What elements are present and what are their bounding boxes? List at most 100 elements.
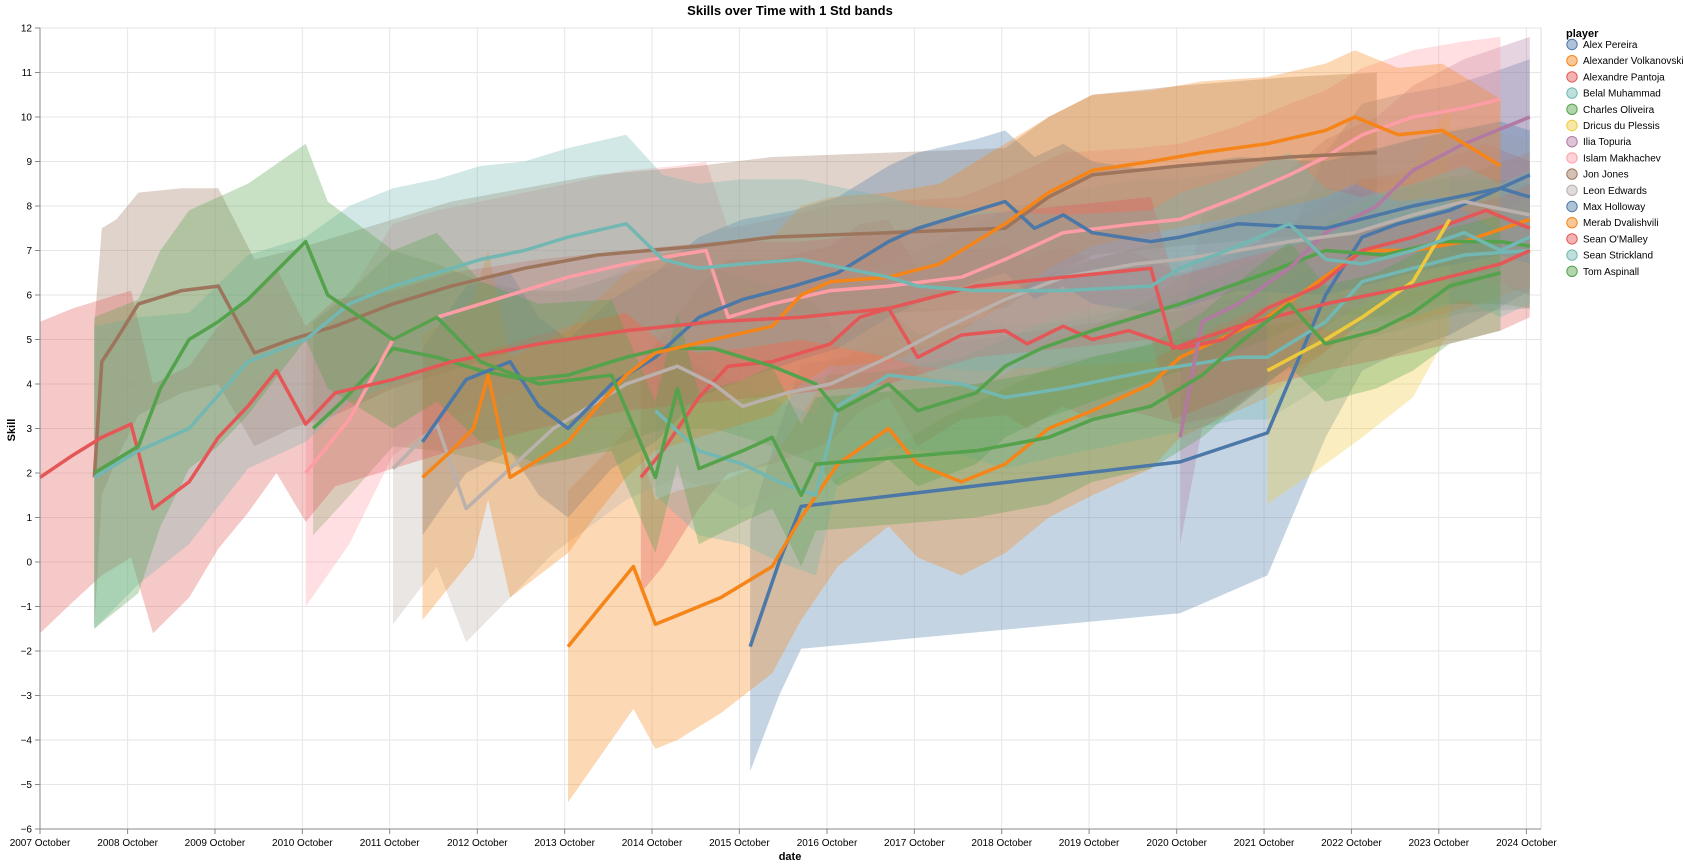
y-tick-label: 8 xyxy=(26,202,32,213)
y-tick-label: −4 xyxy=(21,736,33,747)
y-tick-label: 6 xyxy=(26,291,32,302)
legend-label: Islam Makhachev xyxy=(1583,153,1661,164)
x-tick-label: 2021 October xyxy=(1234,838,1295,849)
legend-label: Belal Muhammad xyxy=(1583,89,1661,100)
legend-item: Alexander Volkanovski xyxy=(1566,55,1683,67)
std-band xyxy=(305,36,1501,607)
x-axis-title: date xyxy=(779,851,802,863)
legend-symbol xyxy=(1566,119,1578,132)
legend-label: Max Holloway xyxy=(1583,202,1645,213)
x-tick-label: 2009 October xyxy=(185,838,246,849)
y-axis-title: Skill xyxy=(6,419,18,442)
std-band xyxy=(422,50,1501,620)
x-tick-label: 2008 October xyxy=(97,838,158,849)
legend-item: Belal Muhammad xyxy=(1566,87,1661,100)
y-tick-label: 3 xyxy=(26,424,32,435)
legend-label: Dricus du Plessis xyxy=(1583,121,1660,132)
legend-symbol xyxy=(1566,38,1578,51)
y-tick-label: −2 xyxy=(21,647,33,658)
legend-item: Max Holloway xyxy=(1566,200,1645,213)
x-tick-label: 2019 October xyxy=(1059,838,1120,849)
legend-label: Sean O'Malley xyxy=(1583,234,1648,245)
series-line xyxy=(92,150,1377,478)
legend-symbol xyxy=(1566,71,1578,83)
legend-symbol xyxy=(1566,200,1578,213)
x-tick-label: 2010 October xyxy=(272,838,333,849)
legend-symbol xyxy=(1566,136,1578,148)
y-tick-label: 4 xyxy=(26,380,32,391)
legend-symbol xyxy=(1566,152,1578,164)
series-line xyxy=(93,222,1531,479)
legend-label: Alex Pereira xyxy=(1583,40,1638,51)
x-tick-label: 2014 October xyxy=(622,838,683,849)
y-tick-label: 2 xyxy=(26,469,32,480)
x-tick-label: 2023 October xyxy=(1408,838,1469,849)
x-tick-label: 2011 October xyxy=(360,838,421,849)
legend-symbol xyxy=(1566,55,1578,67)
x-tick-label: 2007 October xyxy=(10,838,71,849)
legend-symbol xyxy=(1566,265,1578,277)
legend-symbol xyxy=(1566,184,1578,197)
y-tick-label: 1 xyxy=(26,513,32,524)
series-line xyxy=(39,248,1531,511)
series-line xyxy=(654,248,1530,498)
legend-title: player xyxy=(1566,28,1599,40)
legend-label: Ilia Topuria xyxy=(1583,137,1632,148)
legend-symbol xyxy=(1566,249,1578,261)
std-band xyxy=(94,134,1530,629)
legend-item: Alex Pereira xyxy=(1566,38,1638,51)
y-tick-label: 7 xyxy=(26,246,32,257)
legend-label: Tom Aspinall xyxy=(1583,267,1639,278)
series-line xyxy=(93,239,1501,498)
x-tick-label: 2024 October xyxy=(1496,838,1557,849)
legend-item: Dricus du Plessis xyxy=(1566,119,1660,132)
legend-item: Sean Strickland xyxy=(1566,249,1653,262)
y-tick-label: 11 xyxy=(22,68,33,79)
legend-label: Sean Strickland xyxy=(1583,251,1653,262)
series-line xyxy=(391,199,1531,511)
y-tick-label: −1 xyxy=(21,602,33,613)
legend-item: Ilia Topuria xyxy=(1566,136,1632,148)
legend-item: Tom Aspinall xyxy=(1566,265,1639,278)
legend-symbol xyxy=(1566,168,1578,180)
y-tick-label: −6 xyxy=(21,825,33,836)
legend-item: Sean O'Malley xyxy=(1566,233,1648,245)
x-tick-label: 2017 October xyxy=(884,838,945,849)
x-tick-label: 2015 October xyxy=(709,838,770,849)
legend-item: Alexandre Pantoja xyxy=(1566,71,1665,83)
legend-item: Charles Oliveira xyxy=(1566,103,1655,116)
x-tick-label: 2012 October xyxy=(447,838,508,849)
legend-item: Leon Edwards xyxy=(1566,184,1647,197)
legend-symbol xyxy=(1566,103,1578,116)
legend-label: Alexandre Pantoja xyxy=(1583,72,1665,83)
legend-item: Jon Jones xyxy=(1566,168,1629,181)
y-tick-label: 0 xyxy=(26,558,32,569)
series-line xyxy=(1266,218,1452,373)
x-tick-label: 2018 October xyxy=(971,838,1032,849)
series-line xyxy=(421,186,1531,443)
y-tick-label: 10 xyxy=(21,113,33,124)
x-tick-label: 2022 October xyxy=(1321,838,1382,849)
legend-label: Alexander Volkanovski xyxy=(1583,56,1683,67)
x-tick-label: 2016 October xyxy=(797,838,858,849)
std-band xyxy=(750,59,1530,772)
series-line xyxy=(1178,115,1531,438)
series-lines xyxy=(39,97,1531,648)
legend-label: Charles Oliveira xyxy=(1583,105,1655,116)
std-bands xyxy=(40,36,1530,803)
legend-label: Jon Jones xyxy=(1583,170,1629,181)
legend-symbol xyxy=(1566,87,1578,99)
y-tick-label: −3 xyxy=(21,691,33,702)
y-tick-label: 9 xyxy=(26,157,32,168)
x-tick-label: 2013 October xyxy=(534,838,595,849)
legend-item: Merab Dvalishvili xyxy=(1566,217,1659,229)
legend-label: Merab Dvalishvili xyxy=(1583,218,1659,229)
series-line xyxy=(748,173,1531,648)
legend: player Alex Pereira Alexander Volkanovski… xyxy=(1566,28,1683,278)
std-band xyxy=(94,143,1501,629)
chart-title: Skills over Time with 1 Std bands xyxy=(687,3,893,18)
legend-symbol xyxy=(1566,233,1578,245)
